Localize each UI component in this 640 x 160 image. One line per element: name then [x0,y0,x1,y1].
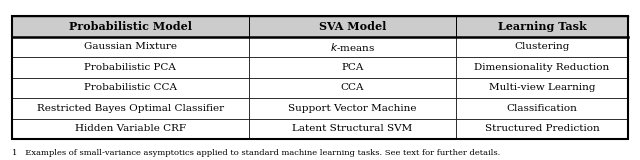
Bar [249,78,456,98]
Bar [12,16,249,36]
Text: Learning Task: Learning Task [498,21,586,32]
Bar [456,98,628,119]
Text: Clustering: Clustering [515,42,570,51]
Text: Dimensionality Reduction: Dimensionality Reduction [474,63,610,72]
Bar [249,57,456,78]
Text: Hidden Variable CRF: Hidden Variable CRF [75,124,186,133]
Text: CCA: CCA [340,83,364,92]
Text: Latent Structural SVM: Latent Structural SVM [292,124,413,133]
Text: Classification: Classification [507,104,577,113]
Bar [12,57,249,78]
Bar [249,98,456,119]
Bar [249,16,456,36]
Bar [456,57,628,78]
Bar [12,98,249,119]
Bar [456,78,628,98]
Bar [456,16,628,36]
Text: 1   Examples of small-variance asymptotics applied to standard machine learning : 1 Examples of small-variance asymptotics… [12,149,500,157]
Text: SVA Model: SVA Model [319,21,386,32]
Bar [12,16,628,139]
Bar [456,36,628,57]
Text: Gaussian Mixture: Gaussian Mixture [84,42,177,51]
Bar [456,119,628,139]
Text: Restricted Bayes Optimal Classifier: Restricted Bayes Optimal Classifier [36,104,224,113]
Bar [12,78,249,98]
Bar [249,119,456,139]
Text: Probabilistic Model: Probabilistic Model [68,21,192,32]
Text: Support Vector Machine: Support Vector Machine [288,104,417,113]
Bar [12,36,249,57]
Text: Multi-view Learning: Multi-view Learning [489,83,595,92]
Text: Probabilistic PCA: Probabilistic PCA [84,63,176,72]
Bar [12,119,249,139]
Text: PCA: PCA [341,63,364,72]
Bar [249,36,456,57]
Text: Structured Prediction: Structured Prediction [484,124,600,133]
Text: Probabilistic CCA: Probabilistic CCA [84,83,177,92]
Text: $k$-means: $k$-means [330,41,375,53]
